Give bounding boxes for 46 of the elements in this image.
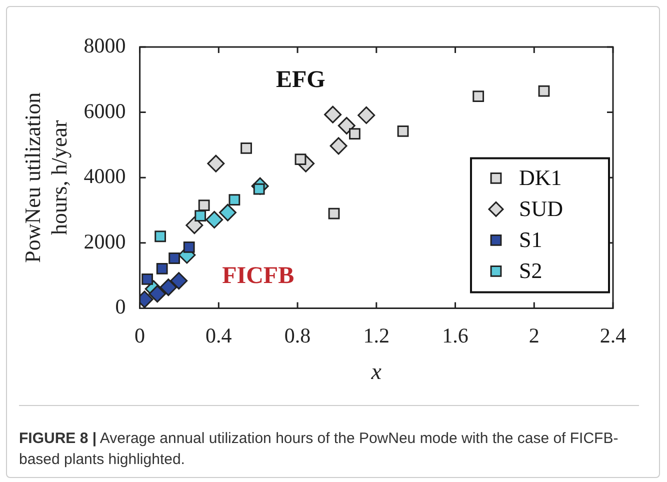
point — [186, 216, 204, 234]
point — [198, 200, 210, 212]
legend-label: S2 — [519, 258, 542, 283]
y-tick-label: 4000 — [84, 164, 126, 188]
point — [183, 241, 195, 253]
legend-label: SUD — [519, 196, 564, 221]
point — [148, 285, 166, 303]
x-tick-label: 0.4 — [206, 323, 232, 348]
point — [324, 106, 342, 124]
annotation: EFG — [276, 67, 326, 94]
legend-label: DK1 — [519, 164, 562, 190]
point — [240, 142, 252, 154]
point — [397, 126, 409, 137]
x-tick-label: 0 — [134, 323, 146, 348]
point — [472, 90, 484, 102]
y-tick-label: 0 — [115, 294, 126, 319]
annotation: FICFB — [222, 263, 294, 290]
y-tick-label: 2000 — [84, 229, 126, 254]
point — [330, 137, 348, 155]
y-tick-label: 6000 — [84, 98, 126, 123]
caption: FIGURE 8 | Average annual utilization hours of the PowNeu mode with the case of FICFB-based plants highlighted. — [19, 429, 620, 470]
point — [358, 106, 376, 124]
x-tick-label: 0.8 — [284, 323, 311, 348]
point — [194, 210, 206, 222]
point — [338, 116, 356, 134]
point — [168, 252, 180, 264]
legend-label: S1 — [519, 226, 542, 252]
x-tick-label: 2.4 — [600, 323, 627, 348]
x-axis-title: x — [370, 359, 382, 384]
y-axis-title: PowNeu utilization hours, h/year — [20, 92, 72, 263]
point — [538, 85, 550, 97]
point — [349, 128, 360, 140]
x-tick-label: 2 — [528, 323, 540, 348]
x-tick-label: 1.2 — [363, 323, 390, 348]
point — [154, 230, 166, 242]
point — [156, 262, 168, 274]
point — [228, 194, 240, 206]
point — [328, 208, 340, 220]
point — [170, 272, 188, 290]
point — [218, 204, 236, 222]
y-tick-label: 8000 — [84, 34, 126, 58]
x-tick-label: 1.6 — [442, 323, 468, 348]
point — [207, 154, 225, 172]
point — [142, 273, 153, 285]
point — [160, 278, 178, 296]
point — [206, 210, 224, 228]
